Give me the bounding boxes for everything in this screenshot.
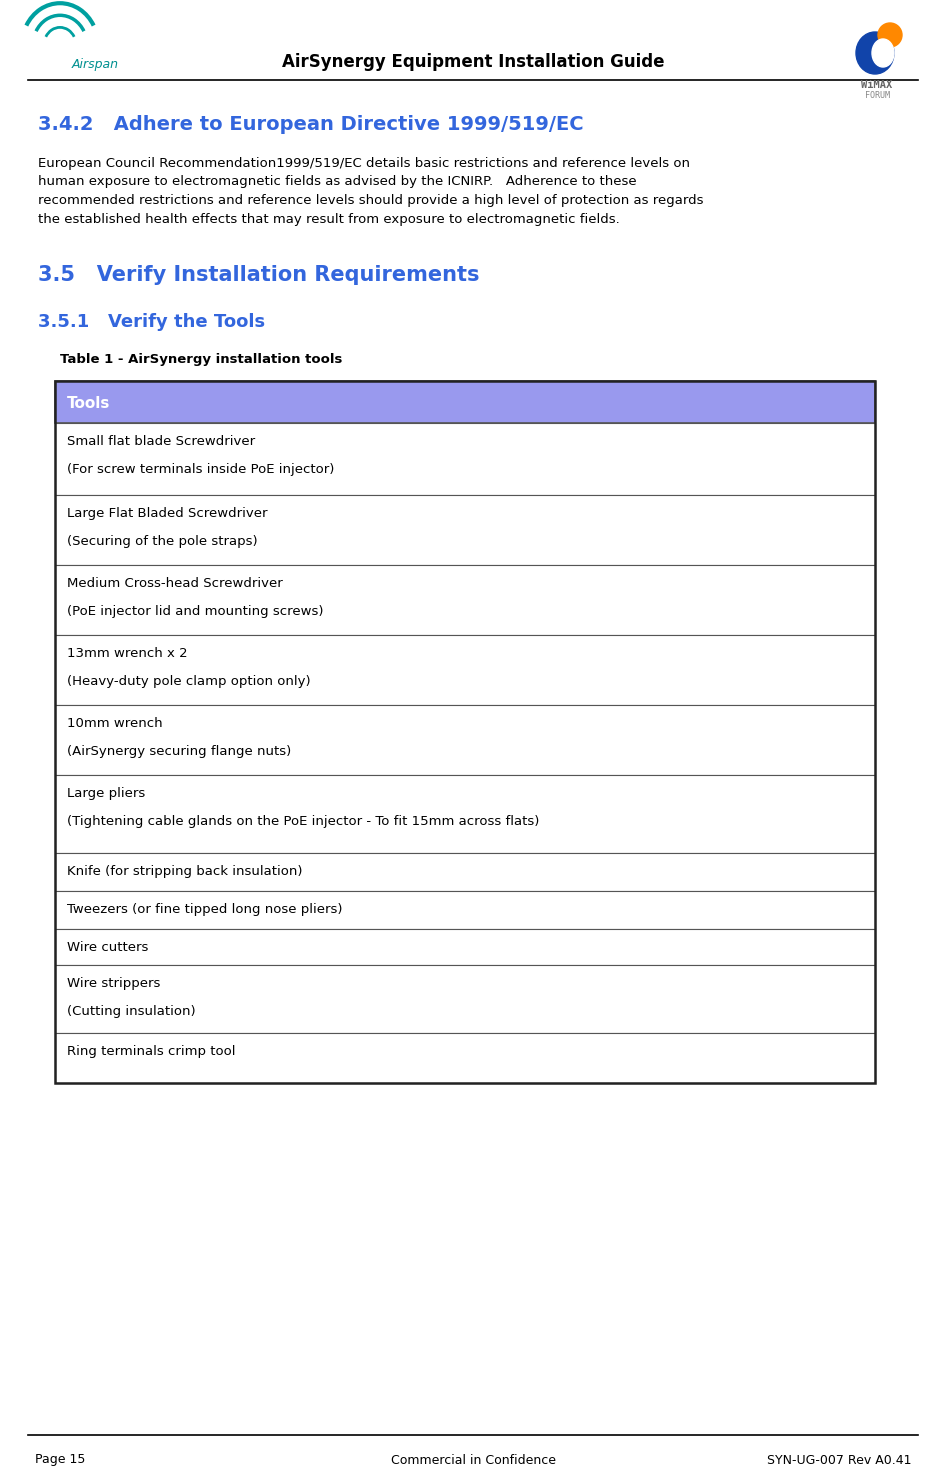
Text: 3.4.2   Adhere to European Directive 1999/519/EC: 3.4.2 Adhere to European Directive 1999/… bbox=[38, 116, 584, 133]
Text: 3.5   Verify Installation Requirements: 3.5 Verify Installation Requirements bbox=[38, 265, 480, 285]
Text: (Cutting insulation): (Cutting insulation) bbox=[67, 1005, 196, 1018]
Text: Large Flat Bladed Screwdriver: Large Flat Bladed Screwdriver bbox=[67, 507, 268, 520]
Text: Wire cutters: Wire cutters bbox=[67, 941, 149, 954]
Text: (PoE injector lid and mounting screws): (PoE injector lid and mounting screws) bbox=[67, 605, 324, 618]
Text: Large pliers: Large pliers bbox=[67, 787, 146, 800]
Text: Knife (for stripping back insulation): Knife (for stripping back insulation) bbox=[67, 865, 303, 877]
Text: Airspan: Airspan bbox=[72, 58, 119, 71]
Bar bbox=[55, 965, 875, 1033]
Text: 3.5.1   Verify the Tools: 3.5.1 Verify the Tools bbox=[38, 313, 265, 330]
Text: (Tightening cable glands on the PoE injector - To fit 15mm across flats): (Tightening cable glands on the PoE inje… bbox=[67, 815, 539, 828]
Bar bbox=[55, 495, 875, 565]
Bar bbox=[55, 854, 875, 891]
Text: European Council Recommendation1999/519/EC details basic restrictions and refere: European Council Recommendation1999/519/… bbox=[38, 157, 704, 225]
Text: Small flat blade Screwdriver: Small flat blade Screwdriver bbox=[67, 436, 255, 448]
Text: FORUM: FORUM bbox=[865, 90, 889, 99]
Text: Tweezers (or fine tipped long nose pliers): Tweezers (or fine tipped long nose plier… bbox=[67, 903, 342, 916]
Bar bbox=[55, 775, 875, 854]
Bar bbox=[55, 1033, 875, 1083]
Text: 10mm wrench: 10mm wrench bbox=[67, 717, 163, 731]
Bar bbox=[55, 705, 875, 775]
Text: (Securing of the pole straps): (Securing of the pole straps) bbox=[67, 535, 257, 548]
Text: Commercial in Confidence: Commercial in Confidence bbox=[391, 1454, 555, 1467]
Bar bbox=[55, 634, 875, 705]
Circle shape bbox=[878, 24, 902, 47]
Text: Page 15: Page 15 bbox=[35, 1454, 85, 1467]
Text: Wire strippers: Wire strippers bbox=[67, 977, 161, 990]
Bar bbox=[55, 381, 875, 422]
Text: (AirSynergy securing flange nuts): (AirSynergy securing flange nuts) bbox=[67, 745, 291, 757]
Bar bbox=[55, 565, 875, 634]
Bar bbox=[55, 422, 875, 495]
Text: Table 1 - AirSynergy installation tools: Table 1 - AirSynergy installation tools bbox=[60, 353, 342, 366]
Text: WiMAX: WiMAX bbox=[862, 80, 893, 90]
Text: SYN-UG-007 Rev A0.41: SYN-UG-007 Rev A0.41 bbox=[766, 1454, 911, 1467]
Text: Ring terminals crimp tool: Ring terminals crimp tool bbox=[67, 1045, 236, 1058]
Ellipse shape bbox=[856, 33, 894, 74]
Text: Medium Cross-head Screwdriver: Medium Cross-head Screwdriver bbox=[67, 576, 283, 590]
Bar bbox=[55, 891, 875, 929]
Text: Tools: Tools bbox=[67, 397, 111, 412]
Bar bbox=[55, 929, 875, 965]
Text: AirSynergy Equipment Installation Guide: AirSynergy Equipment Installation Guide bbox=[282, 53, 664, 71]
Text: (Heavy-duty pole clamp option only): (Heavy-duty pole clamp option only) bbox=[67, 674, 310, 688]
Text: 13mm wrench x 2: 13mm wrench x 2 bbox=[67, 648, 187, 659]
Bar bbox=[55, 381, 875, 1083]
Ellipse shape bbox=[872, 39, 894, 67]
Text: (For screw terminals inside PoE injector): (For screw terminals inside PoE injector… bbox=[67, 462, 334, 476]
